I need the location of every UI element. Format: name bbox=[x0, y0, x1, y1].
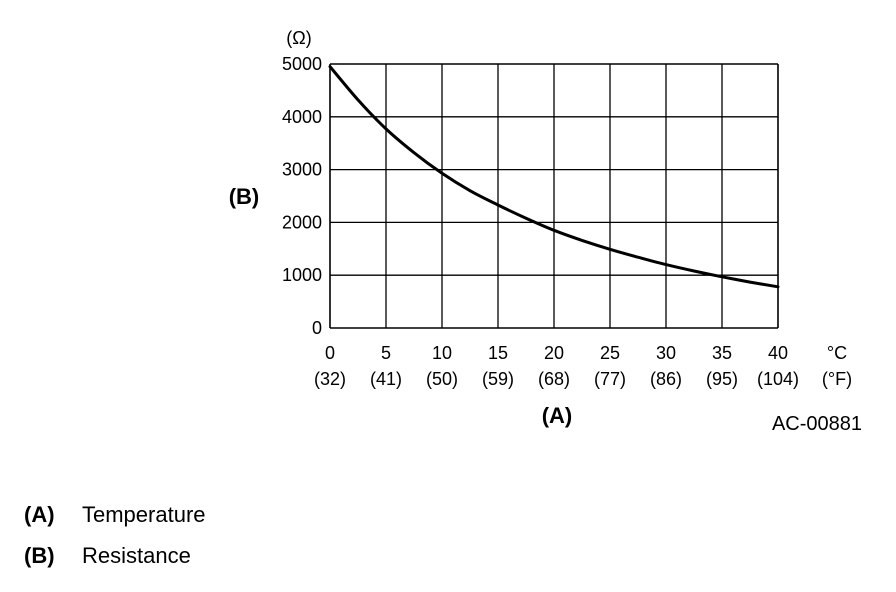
x-tick-label-celsius: 20 bbox=[544, 343, 564, 363]
x-tick-label-fahrenheit: (32) bbox=[314, 369, 346, 389]
x-tick-label-celsius: 30 bbox=[656, 343, 676, 363]
y-unit-label: (Ω) bbox=[286, 28, 311, 48]
figure-id: AC-00881 bbox=[772, 413, 862, 435]
x-tick-label-fahrenheit: (41) bbox=[370, 369, 402, 389]
y-axis-label: (B) bbox=[229, 184, 260, 209]
x-tick-label-celsius: 10 bbox=[432, 343, 452, 363]
y-tick-label: 0 bbox=[312, 318, 322, 338]
legend-key-b: (B) bbox=[24, 543, 55, 568]
legend-row-a: (A) Temperature bbox=[24, 502, 206, 528]
grid bbox=[329, 63, 779, 329]
x-tick-label-fahrenheit: (104) bbox=[757, 369, 799, 389]
x-tick-label-fahrenheit: (50) bbox=[426, 369, 458, 389]
x-tick-label-fahrenheit: (86) bbox=[650, 369, 682, 389]
x-tick-label-celsius: 35 bbox=[712, 343, 732, 363]
x-tick-label-fahrenheit: (95) bbox=[706, 369, 738, 389]
y-tick-label: 3000 bbox=[282, 160, 322, 180]
y-tick-label: 1000 bbox=[282, 265, 322, 285]
curve-layer bbox=[328, 65, 780, 289]
tick-labels: 0 (32) 5 (41) 10 (50) 15 (59) 20 (68) 25 (77) 30 (86)… bbox=[282, 54, 799, 389]
y-tick-label: 2000 bbox=[282, 212, 322, 232]
x-unit-celsius-label: °C bbox=[827, 343, 847, 363]
x-tick-label-celsius: 40 bbox=[768, 343, 788, 363]
x-tick-label-fahrenheit: (68) bbox=[538, 369, 570, 389]
x-tick-label-celsius: 15 bbox=[488, 343, 508, 363]
x-tick-label-celsius: 0 bbox=[325, 343, 335, 363]
x-axis-label: (A) bbox=[542, 403, 573, 428]
legend-key-a: (A) bbox=[24, 502, 55, 527]
legend-label-resistance: Resistance bbox=[82, 543, 191, 568]
y-tick-label: 4000 bbox=[282, 107, 322, 127]
x-tick-label-celsius: 5 bbox=[381, 343, 391, 363]
y-tick-label: 5000 bbox=[282, 54, 322, 74]
x-tick-label-fahrenheit: (77) bbox=[594, 369, 626, 389]
x-tick-label-celsius: 25 bbox=[600, 343, 620, 363]
legend-label-temperature: Temperature bbox=[82, 502, 206, 527]
resistance-curve bbox=[328, 65, 780, 289]
legend-row-b: (B) Resistance bbox=[24, 543, 191, 569]
x-unit-fahrenheit-label: (°F) bbox=[822, 369, 852, 389]
x-tick-label-fahrenheit: (59) bbox=[482, 369, 514, 389]
